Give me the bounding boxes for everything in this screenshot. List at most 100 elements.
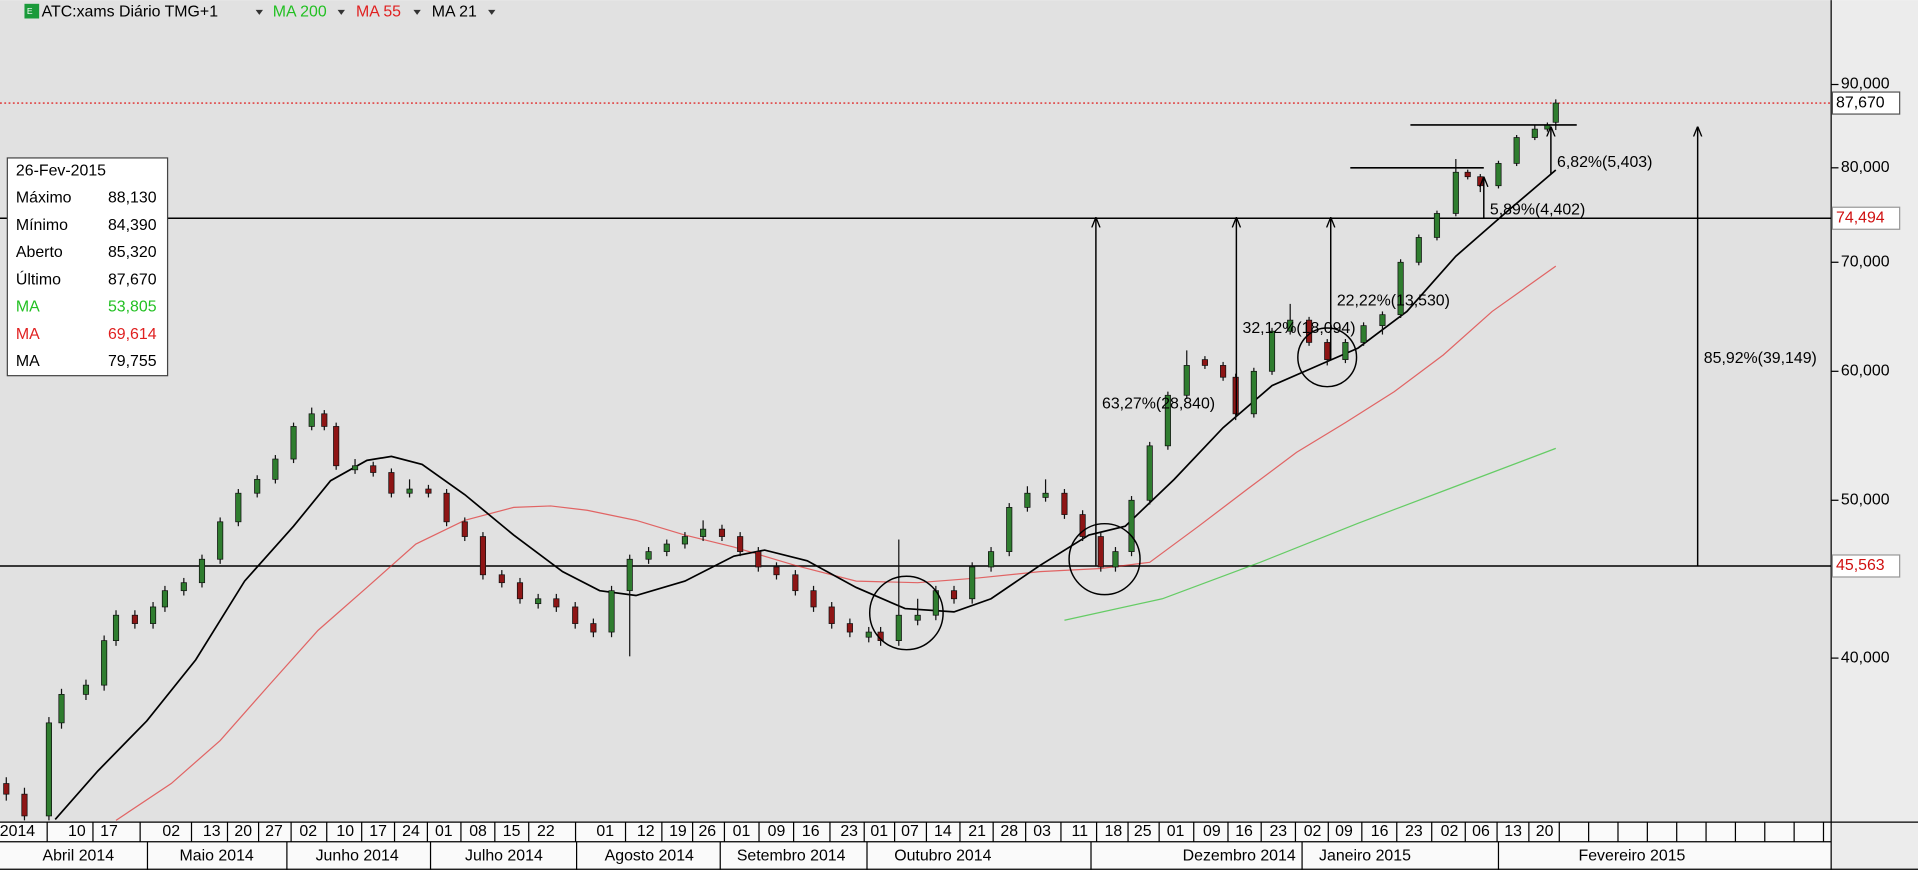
info-date: 26-Fev-2015 <box>16 163 106 180</box>
candle-body <box>1452 171 1459 214</box>
candle-body <box>479 536 487 576</box>
x-tick-label: 22 <box>537 823 555 840</box>
candle-body <box>718 528 726 537</box>
candle-body <box>45 722 52 817</box>
dropdown-icon[interactable] <box>413 9 421 15</box>
x-tick-label: 08 <box>469 823 487 840</box>
plot-area <box>0 0 1832 823</box>
candle-body <box>914 614 921 621</box>
candle-body <box>737 536 744 552</box>
info-value: 53,805 <box>108 299 157 316</box>
symbol-icon <box>24 3 40 19</box>
icon-glyph: E <box>27 6 33 16</box>
x-tick-label: 02 <box>1441 823 1459 840</box>
candle-body <box>351 465 359 471</box>
x-tick-label: 16 <box>1371 823 1389 840</box>
right-axis-area <box>1831 0 1918 870</box>
candle-body <box>1360 325 1367 343</box>
candle-body <box>1128 499 1135 552</box>
candle-body <box>235 492 242 523</box>
dropdown-icon[interactable] <box>255 9 263 15</box>
x-tick-label: 19 <box>669 823 687 840</box>
candle-body <box>290 426 297 460</box>
info-value: 88,130 <box>108 190 157 207</box>
legend-entry[interactable]: MA 21 <box>432 4 477 21</box>
legend: E ATC:xams Diário TMG+1 MA 200 MA 55 MA … <box>24 3 496 21</box>
info-value: 87,670 <box>108 271 157 288</box>
legend-entry[interactable]: MA 55 <box>356 4 401 21</box>
candle-body <box>1477 176 1484 187</box>
candle-body <box>663 543 670 552</box>
x-tick-label: 24 <box>402 823 420 840</box>
candle-body <box>388 472 395 494</box>
measure-label: 85,92%(39,149) <box>1704 350 1817 367</box>
candle-body <box>608 590 615 633</box>
month-label: Maio 2014 <box>180 848 254 865</box>
candle-body <box>969 566 976 600</box>
candle-body <box>498 574 505 584</box>
candle-body <box>1164 394 1171 447</box>
x-tick-label: 06 <box>1472 823 1490 840</box>
candle-body <box>572 606 579 624</box>
price-tag-label: 45,563 <box>1836 557 1885 574</box>
dropdown-icon[interactable] <box>337 9 345 15</box>
candle-body <box>1287 319 1294 332</box>
candle-body <box>1183 365 1190 396</box>
candle-body <box>828 606 835 624</box>
candle-body <box>681 536 688 545</box>
candle-body <box>1513 137 1520 164</box>
candle-body <box>700 528 707 537</box>
info-box-frame <box>6 157 169 377</box>
month-label: Agosto 2014 <box>605 848 694 865</box>
candle-body <box>1079 514 1086 537</box>
price-tag <box>1831 206 1901 230</box>
x-tick-label: 13 <box>203 823 221 840</box>
candle-body <box>3 783 10 795</box>
candle-body <box>553 598 560 608</box>
x-tick-label: 2014 <box>0 823 35 840</box>
measure-label: 22,22%(13,530) <box>1337 293 1450 310</box>
candle-body <box>1433 213 1441 238</box>
month-label: Setembro 2014 <box>737 848 846 865</box>
candle-body <box>1061 492 1068 515</box>
bottom-axis-area <box>0 822 1832 870</box>
x-tick-label: 21 <box>968 823 986 840</box>
info-box: 26-Fev-2015 Máximo 88,130 Mínimo 84,390 Aber… <box>6 157 169 377</box>
candle-body <box>1006 507 1013 552</box>
chart-title: ATC:xams Diário TMG+1 <box>42 4 219 21</box>
y-tick-label: 60,000 <box>1841 363 1890 380</box>
candle-body <box>1379 314 1386 327</box>
y-tick-label: 80,000 <box>1841 159 1890 176</box>
candle-body <box>1097 536 1104 568</box>
x-tick-label: 20 <box>1536 823 1554 840</box>
candle-body <box>1220 365 1227 378</box>
measure-label: 6,82%(5,403) <box>1557 154 1652 171</box>
candle-body <box>773 566 780 576</box>
y-tick-label: 90,000 <box>1841 76 1890 93</box>
info-label: Último <box>16 269 61 288</box>
candle-body <box>180 582 187 592</box>
dropdown-icon[interactable] <box>488 9 496 15</box>
candle-body <box>406 488 413 494</box>
candle-body <box>308 413 315 427</box>
candle-body <box>461 521 468 537</box>
month-label: Outubro 2014 <box>894 848 991 865</box>
x-tick-label: 23 <box>1269 823 1287 840</box>
y-tick-label: 50,000 <box>1841 491 1890 508</box>
x-tick-label: 01 <box>733 823 751 840</box>
x-tick-label: 16 <box>1235 823 1253 840</box>
candle-body <box>1552 102 1559 123</box>
measure-label: 32,12%(18,094) <box>1242 320 1355 337</box>
x-tick-label: 02 <box>299 823 317 840</box>
x-tick-label: 17 <box>100 823 118 840</box>
circle-annotation <box>1297 327 1358 388</box>
x-tick-label: 01 <box>1167 823 1185 840</box>
circle-annotation <box>1068 522 1141 596</box>
legend-entry[interactable]: MA 200 <box>273 4 327 21</box>
x-tick-label: 20 <box>234 823 252 840</box>
candle-body <box>1268 330 1276 372</box>
x-tick-label: 27 <box>265 823 283 840</box>
candle-body <box>950 590 958 600</box>
